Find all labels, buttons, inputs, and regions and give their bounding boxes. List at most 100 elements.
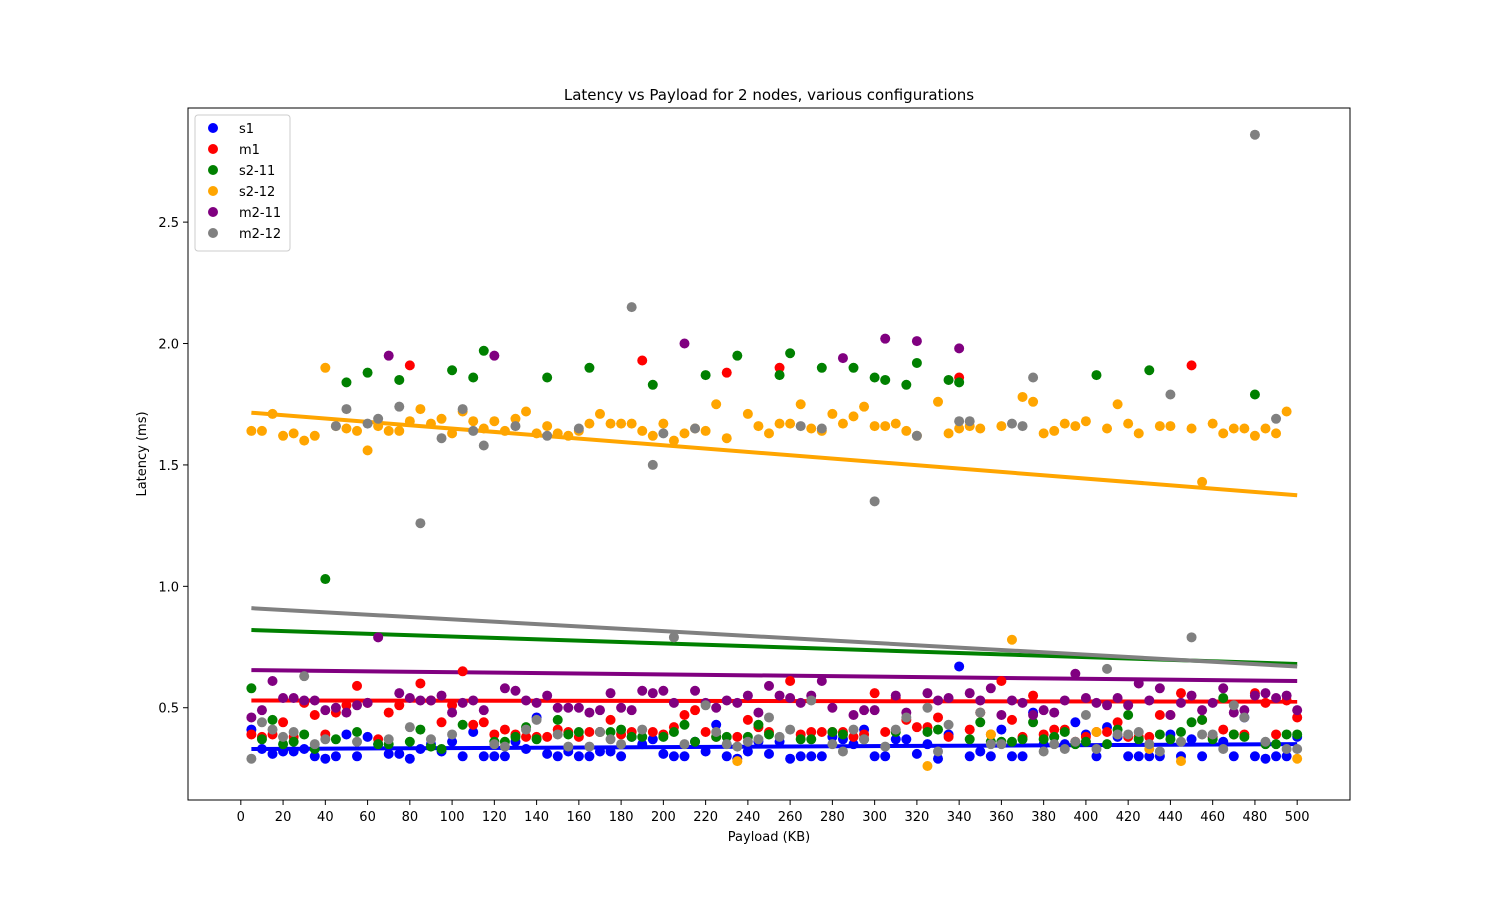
data-point-m2-12 — [933, 746, 944, 757]
legend-label: m2-11 — [239, 206, 281, 221]
data-point-m2-11 — [1197, 705, 1208, 716]
data-point-s2-12 — [795, 399, 806, 410]
data-point-m2-12 — [996, 739, 1007, 750]
data-point-m2-11 — [711, 702, 722, 713]
data-point-s2-11 — [320, 574, 331, 585]
x-tick-label: 20 — [275, 810, 292, 825]
data-point-m2-11 — [457, 697, 468, 708]
data-point-s1 — [880, 751, 891, 762]
data-point-s2-11 — [1091, 370, 1102, 381]
data-point-m1 — [647, 727, 658, 738]
data-point-m2-12 — [1154, 746, 1165, 757]
data-point-s2-12 — [837, 418, 848, 429]
data-point-s1 — [975, 746, 986, 757]
data-point-m2-12 — [943, 719, 954, 730]
data-point-s1 — [1218, 736, 1229, 747]
data-point-s2-12 — [1049, 425, 1060, 436]
data-point-s2-12 — [1175, 756, 1186, 767]
data-point-m1 — [352, 680, 363, 691]
data-point-s2-12 — [827, 408, 838, 419]
data-point-m2-12 — [352, 736, 363, 747]
data-point-m2-11 — [330, 702, 341, 713]
data-point-s2-11 — [330, 734, 341, 745]
data-point-s2-11 — [1133, 734, 1144, 745]
data-point-m2-11 — [552, 702, 563, 713]
data-point-s1 — [700, 746, 711, 757]
data-point-s2-12 — [806, 423, 817, 434]
data-point-m2-11 — [964, 688, 975, 699]
data-point-m2-11 — [1165, 710, 1176, 721]
data-point-s1 — [362, 731, 373, 742]
data-point-m2-12 — [246, 753, 257, 764]
data-point-s2-12 — [658, 418, 669, 429]
x-tick-label: 320 — [904, 810, 929, 825]
data-point-m2-12 — [425, 734, 436, 745]
data-point-m2-11 — [647, 688, 658, 699]
data-point-m2-12 — [1112, 729, 1123, 740]
data-point-m2-12 — [911, 430, 922, 441]
x-tick-label: 480 — [1243, 810, 1268, 825]
data-point-s2-11 — [246, 683, 257, 694]
data-point-s2-11 — [668, 727, 679, 738]
data-point-m2-11 — [542, 690, 553, 701]
chart-title: Latency vs Payload for 2 nodes, various … — [564, 86, 974, 104]
data-point-m1 — [457, 666, 468, 677]
data-point-m2-11 — [1006, 695, 1017, 706]
data-point-s1 — [1133, 751, 1144, 762]
data-point-s2-11 — [267, 714, 278, 725]
data-point-m2-12 — [626, 302, 637, 313]
data-point-s2-12 — [1281, 406, 1292, 417]
data-point-s2-11 — [425, 741, 436, 752]
data-point-s2-12 — [1091, 727, 1102, 738]
data-point-s2-11 — [1175, 727, 1186, 738]
data-point-s2-11 — [1218, 693, 1229, 704]
data-point-s2-11 — [1154, 729, 1165, 740]
data-point-s1 — [404, 753, 415, 764]
data-point-m2-11 — [1239, 705, 1250, 716]
data-point-m2-11 — [489, 350, 500, 361]
data-point-m2-11 — [943, 693, 954, 704]
y-tick-label: 0.5 — [158, 702, 179, 717]
data-point-s1 — [616, 751, 627, 762]
data-point-m1 — [732, 731, 743, 742]
data-point-m2-11 — [267, 676, 278, 687]
data-point-s1 — [478, 751, 489, 762]
data-point-s2-12 — [489, 416, 500, 427]
data-point-m2-11 — [594, 705, 605, 716]
data-point-m1 — [943, 731, 954, 742]
data-point-m2-12 — [964, 416, 975, 427]
data-point-s2-12 — [943, 428, 954, 439]
legend-label: s2-11 — [239, 164, 275, 179]
data-point-m2-12 — [1144, 739, 1155, 750]
data-point-s2-11 — [774, 370, 785, 381]
data-point-m2-11 — [404, 693, 415, 704]
data-point-m1 — [996, 676, 1007, 687]
data-point-m2-12 — [594, 727, 605, 738]
y-tick-label: 2.0 — [158, 338, 179, 353]
data-point-s2-11 — [922, 727, 933, 738]
data-point-m2-11 — [890, 690, 901, 701]
data-point-s2-11 — [584, 362, 595, 373]
series-m2-11 — [246, 333, 1303, 723]
data-point-m2-11 — [605, 688, 616, 699]
data-point-s1 — [447, 736, 458, 747]
data-point-m2-11 — [1271, 693, 1282, 704]
data-point-m2-12 — [542, 430, 553, 441]
data-point-s2-12 — [404, 416, 415, 427]
data-point-m1 — [637, 355, 648, 366]
data-point-m2-11 — [1102, 700, 1113, 711]
data-point-m2-11 — [299, 695, 310, 706]
data-point-m1 — [774, 362, 785, 373]
data-point-m2-11 — [721, 695, 732, 706]
data-point-m1 — [869, 688, 880, 699]
data-point-m2-11 — [880, 333, 891, 344]
data-point-m1 — [816, 727, 827, 738]
data-point-m2-12 — [774, 731, 785, 742]
data-point-m2-12 — [1133, 727, 1144, 738]
data-point-m2-12 — [637, 724, 648, 735]
data-point-m1 — [1102, 727, 1113, 738]
x-tick-label: 60 — [359, 810, 376, 825]
data-point-m2-11 — [1154, 683, 1165, 694]
data-point-s2-12 — [1154, 421, 1165, 432]
